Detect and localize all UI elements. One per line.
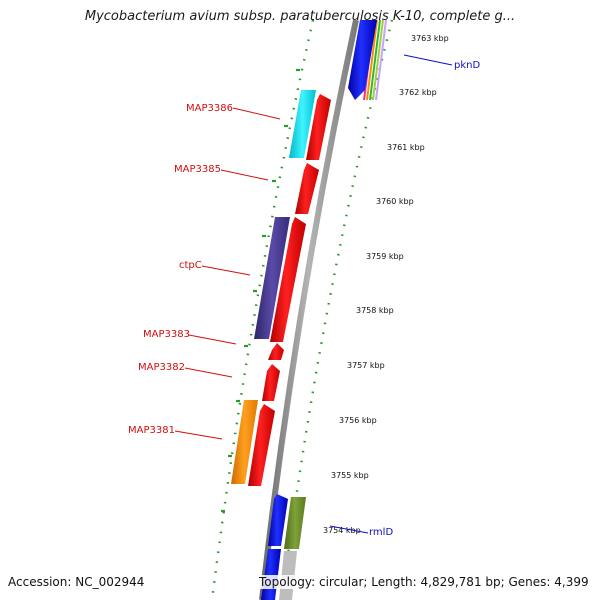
gene-labels: MAP3386 MAP3385 ctpC MAP3383 MAP3382 MAP… [128,60,480,538]
gene-map3386[interactable] [306,94,331,160]
gene-label-map3385: MAP3385 [174,164,221,175]
gene-map3385[interactable] [295,163,319,214]
tick-label: 3754 kbp [323,526,361,535]
tick-label: 3757 kbp [347,361,385,370]
gene-label-map3381: MAP3381 [128,425,175,436]
tick-label: 3763 kbp [411,34,449,43]
cog-block-ctpc[interactable] [254,217,290,339]
outer-dotted-ring [210,19,315,600]
label-leaders [174,54,453,534]
genome-summary: Topology: circular; Length: 4,829,781 bp… [259,575,589,589]
cog-block-map3381[interactable] [231,400,258,484]
gene-pknD[interactable] [348,20,377,100]
outer-ring-ticks [221,68,300,513]
gene-ctpc[interactable] [270,217,306,342]
tick-label: 3761 kbp [387,143,425,152]
gene-label-rmld: rmlD [369,527,393,538]
cog-block-rmld[interactable] [284,497,306,549]
tick-labels: 3763 kbp 3762 kbp 3761 kbp 3760 kbp 3759… [323,34,449,535]
tick-label: 3756 kbp [339,416,377,425]
gene-map3381[interactable] [248,404,275,486]
gene-rmlD[interactable] [268,494,288,546]
cog-block-map3386[interactable] [289,90,316,158]
gene-label-map3382: MAP3382 [138,362,185,373]
tick-label: 3760 kbp [376,197,414,206]
gene-map3383[interactable] [268,343,284,360]
tick-label: 3759 kbp [366,252,404,261]
gene-label-ctpc: ctpC [179,260,202,271]
tick-label: 3762 kbp [399,88,437,97]
tick-label: 3758 kbp [356,306,394,315]
gene-map3382[interactable] [262,364,280,401]
accession-label: Accession: NC_002944 [8,575,145,589]
gene-label-map3386: MAP3386 [186,103,233,114]
tick-label: 3755 kbp [331,471,369,480]
map-title: Mycobacterium avium subsp. paratuberculo… [84,9,516,24]
gene-label-map3383: MAP3383 [143,329,190,340]
gene-label-pknd: pknD [454,60,480,71]
